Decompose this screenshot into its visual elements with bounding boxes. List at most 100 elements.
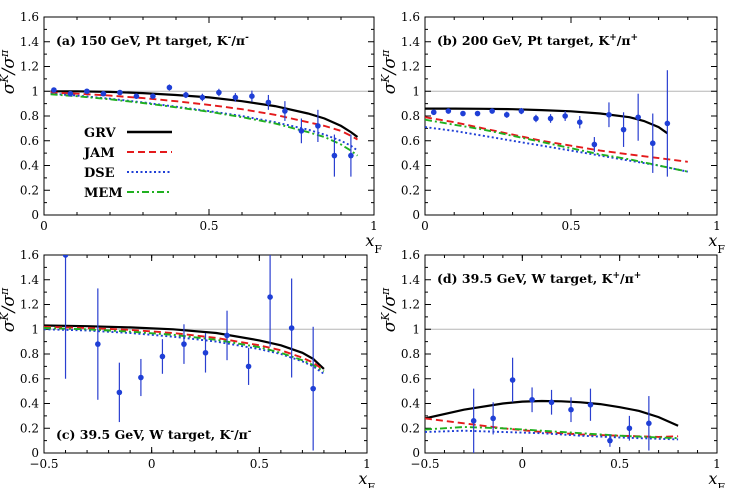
- series-mem: [425, 426, 679, 440]
- y-tick-label: 1.6: [20, 10, 39, 24]
- data-point: [509, 377, 516, 383]
- data-point: [430, 109, 437, 116]
- y-tick-label: 0.8: [401, 109, 420, 123]
- y-axis-label: σK/σπ: [379, 49, 401, 94]
- data-point: [224, 332, 230, 339]
- y-tick-label: 0.4: [401, 159, 420, 173]
- data-point: [288, 325, 295, 331]
- y-tick-label: 0.2: [20, 421, 39, 435]
- x-tick-label: 1: [363, 457, 371, 471]
- y-tick-label: 0: [412, 208, 420, 222]
- y-tick-label: 0.4: [20, 397, 39, 411]
- series-jam: [44, 325, 325, 371]
- y-tick-label: 1.2: [20, 298, 39, 312]
- data-point: [159, 353, 166, 360]
- y-tick-label: 1.4: [401, 35, 420, 49]
- y-tick-label: 1.2: [20, 60, 39, 74]
- data-points: [51, 84, 354, 177]
- y-tick-label: 0.2: [20, 183, 39, 197]
- y-tick-label: 0.6: [20, 134, 39, 148]
- data-point: [245, 363, 252, 370]
- panel-title: (c) 39.5 GeV, W target, K-/π-: [56, 427, 252, 442]
- legend-label-mem: MEM: [84, 186, 123, 201]
- data-point: [183, 92, 189, 98]
- panel-title: (b) 200 GeV, Pt target, K+/π+: [437, 33, 638, 48]
- data-point: [181, 341, 187, 347]
- panel-title: (a) 150 GeV, Pt target, K-/π-: [56, 33, 249, 48]
- data-point: [282, 108, 288, 114]
- x-tick-label: 1: [713, 457, 721, 471]
- data-point: [310, 385, 316, 392]
- data-point: [568, 406, 574, 413]
- y-tick-label: 0.2: [401, 183, 420, 197]
- data-point: [298, 128, 305, 134]
- series-jam: [425, 116, 688, 163]
- y-tick-label: 0: [31, 446, 39, 460]
- data-points: [62, 255, 316, 451]
- data-point: [331, 152, 338, 159]
- series-dse: [425, 429, 679, 441]
- x-tick-label: −0.5: [29, 457, 58, 471]
- curves: [44, 324, 325, 375]
- data-point: [267, 294, 273, 300]
- data-point: [84, 88, 90, 95]
- x-tick-label: 0: [40, 219, 48, 233]
- x-tick-label: 0.5: [610, 457, 629, 471]
- series-grv: [44, 324, 325, 370]
- series-dse: [44, 328, 325, 375]
- data-point: [315, 123, 321, 129]
- panel-b: 0 0.2 0.4 0.6 0.8 1 1.2 1.4 1.6 0 0.5 1 (b) 200 GeV,…: [379, 10, 726, 256]
- y-tick-label: 0.8: [401, 347, 420, 361]
- data-point: [607, 437, 613, 444]
- y-tick-label: 1.6: [20, 248, 39, 262]
- data-point: [95, 341, 101, 347]
- data-point: [576, 119, 583, 125]
- x-tick-label: −0.5: [410, 457, 439, 471]
- x-tick-label: 1: [370, 219, 378, 233]
- data-point: [606, 111, 612, 118]
- series-mem: [50, 93, 359, 157]
- y-axis-label: σK/σπ: [0, 49, 19, 94]
- data-point: [664, 120, 671, 127]
- y-tick-label: 0.6: [20, 372, 39, 386]
- panel-a: 0 0.2 0.4 0.6 0.8 1 1.2 1.4 1.6 0 0.5 1 (a) 150 GeV,…: [0, 10, 382, 256]
- x-tick-label: 0.5: [199, 219, 218, 233]
- data-point: [562, 113, 568, 119]
- x-tick-label: 0: [148, 457, 156, 471]
- series-jam: [50, 91, 358, 141]
- y-tick-label: 1: [412, 322, 420, 336]
- data-point: [199, 94, 206, 101]
- y-tick-label: 0.8: [20, 347, 39, 361]
- y-tick-label: 1.4: [20, 273, 39, 287]
- panel-d: 00.20.40.60.811.21.41.6−0.5 0 0.5 1(d) 39.5…: [379, 248, 726, 488]
- data-point: [117, 89, 123, 96]
- data-point: [232, 94, 239, 101]
- y-axis-label: σK/σπ: [379, 287, 401, 332]
- data-point: [150, 93, 156, 99]
- y-tick-label: 1: [31, 84, 39, 98]
- data-point: [51, 87, 57, 93]
- data-point: [620, 126, 627, 133]
- y-tick-label: 1.4: [20, 35, 39, 49]
- x-tick-label: 0: [421, 219, 429, 233]
- data-point: [67, 90, 74, 97]
- curves: [425, 107, 688, 173]
- data-point: [635, 114, 641, 121]
- y-tick-label: 0.6: [401, 372, 420, 386]
- y-tick-label: 1.4: [401, 273, 420, 287]
- data-point: [445, 108, 452, 114]
- legend: GRV JAM DSE MEM: [83, 126, 172, 201]
- data-point: [138, 374, 144, 381]
- data-point: [490, 415, 496, 422]
- series-grv: [50, 90, 359, 138]
- data-point: [649, 140, 656, 147]
- y-tick-label: 1.6: [401, 248, 420, 262]
- data-points: [470, 357, 652, 453]
- y-tick-label: 0.4: [20, 159, 39, 173]
- y-tick-label: 0.8: [20, 109, 39, 123]
- x-tick-label: 0.5: [250, 457, 269, 471]
- series-grv: [425, 107, 669, 135]
- y-tick-label: 0.2: [401, 421, 420, 435]
- data-point: [547, 115, 554, 122]
